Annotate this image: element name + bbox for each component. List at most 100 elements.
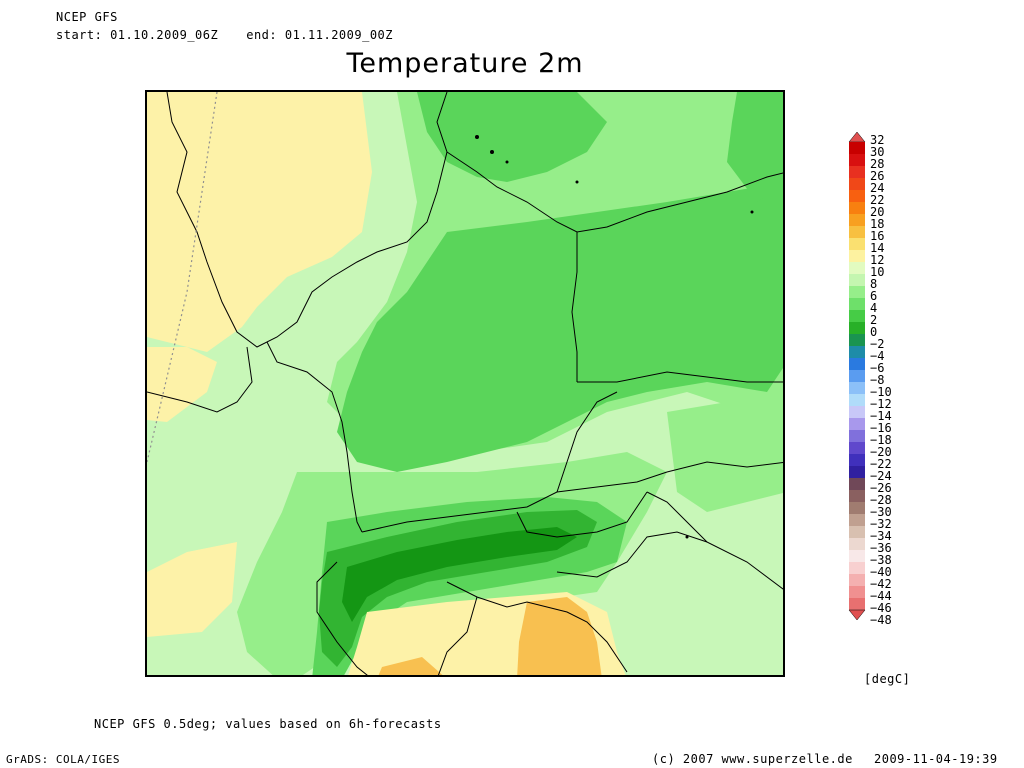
colorbar-label: 30 xyxy=(870,145,885,159)
colorbar-box xyxy=(849,562,865,574)
colorbar-box xyxy=(849,454,865,466)
colorbar-box xyxy=(849,226,865,238)
field-warm-channel xyxy=(147,347,217,422)
field-warm-north-sea xyxy=(147,92,372,352)
colorbar-label: −22 xyxy=(870,457,892,471)
colorbar-label: −10 xyxy=(870,385,892,399)
colorbar-box xyxy=(849,382,865,394)
copyright: (c) 2007 www.superzelle.de xyxy=(652,752,853,766)
end-time: end: 01.11.2009_00Z xyxy=(246,28,393,42)
map-canvas xyxy=(147,92,783,675)
colorbar-box xyxy=(849,514,865,526)
colorbar-label: −48 xyxy=(870,613,892,627)
temperature-map xyxy=(145,90,785,677)
colorbar-label: 20 xyxy=(870,205,885,219)
field-medium-green-east xyxy=(667,392,783,522)
colorbar-label: 14 xyxy=(870,241,885,255)
colorbar-box xyxy=(849,502,865,514)
colorbar-box xyxy=(849,262,865,274)
colorbar-label: 32 xyxy=(870,133,885,147)
country-borders xyxy=(147,92,783,675)
field-light-green-east xyxy=(627,493,783,652)
colorbar-box xyxy=(849,274,865,286)
colorbar-label: −44 xyxy=(870,589,892,603)
field-orange-south xyxy=(378,657,443,675)
colorbar-box xyxy=(849,418,865,430)
colorbar-box xyxy=(849,178,865,190)
field-green-sweden xyxy=(727,92,783,202)
colorbar-label: 28 xyxy=(870,157,885,171)
colorbar-label: −28 xyxy=(870,493,892,507)
colorbar-label: 26 xyxy=(870,169,885,183)
colorbar-box xyxy=(849,286,865,298)
colorbar-label: −32 xyxy=(870,517,892,531)
colorbar-box xyxy=(849,370,865,382)
colorbar-box xyxy=(849,550,865,562)
colorbar-box xyxy=(849,442,865,454)
start-time: start: 01.10.2009_06Z xyxy=(56,28,219,42)
colorbar-label: 10 xyxy=(870,265,885,279)
colorbar-box xyxy=(849,310,865,322)
colorbar-box xyxy=(849,190,865,202)
colorbar-box xyxy=(849,586,865,598)
colorbar-box xyxy=(849,298,865,310)
colorbar-box xyxy=(849,166,865,178)
colorbar-box xyxy=(849,538,865,550)
colorbar-label: −38 xyxy=(870,553,892,567)
colorbar xyxy=(848,132,866,621)
colorbar-box xyxy=(849,346,865,358)
colorbar-label: 6 xyxy=(870,289,878,303)
colorbar-label: 0 xyxy=(870,325,878,339)
colorbar-box xyxy=(849,250,865,262)
colorbar-box xyxy=(849,526,865,538)
colorbar-label: 4 xyxy=(870,301,878,315)
colorbar-label: −14 xyxy=(870,409,892,423)
colorbar-label: 18 xyxy=(870,217,885,231)
colorbar-label: −4 xyxy=(870,349,885,363)
colorbar-box xyxy=(849,478,865,490)
field-green-core xyxy=(337,182,783,472)
timestamp: 2009-11-04-19:39 xyxy=(874,752,998,766)
colorbar-box xyxy=(849,490,865,502)
field-warm-west xyxy=(147,542,237,637)
footnote: NCEP GFS 0.5deg; values based on 6h-fore… xyxy=(94,717,442,731)
model-name: NCEP GFS xyxy=(56,10,118,24)
colorbar-box xyxy=(849,154,865,166)
colorbar-label: 22 xyxy=(870,193,885,207)
colorbar-label: −16 xyxy=(870,421,892,435)
colorbar-box xyxy=(849,334,865,346)
colorbar-label: −20 xyxy=(870,445,892,459)
colorbar-box xyxy=(849,430,865,442)
colorbar-label: −46 xyxy=(870,601,892,615)
colorbar-box xyxy=(849,574,865,586)
colorbar-label: −34 xyxy=(870,529,892,543)
map-title: Temperature 2m xyxy=(346,48,584,79)
colorbar-label: −12 xyxy=(870,397,892,411)
colorbar-box xyxy=(849,394,865,406)
colorbar-label: 12 xyxy=(870,253,885,267)
colorbar-label: 2 xyxy=(870,313,878,327)
islands xyxy=(475,135,754,539)
colorbar-box xyxy=(849,214,865,226)
field-green-denmark xyxy=(417,92,607,182)
colorbar-label: −36 xyxy=(870,541,892,555)
colorbar-label: −30 xyxy=(870,505,892,519)
field-orange-italy xyxy=(517,597,602,675)
colorbar-boxes xyxy=(848,132,866,621)
colorbar-top-arrow xyxy=(848,132,866,143)
time-range: start: 01.10.2009_06Z end: 01.11.2009_00Z xyxy=(56,28,393,42)
colorbar-label: −18 xyxy=(870,433,892,447)
colorbar-label: −40 xyxy=(870,565,892,579)
colorbar-label: −42 xyxy=(870,577,892,591)
unit-label: [degC] xyxy=(864,672,911,686)
colorbar-label: 16 xyxy=(870,229,885,243)
colorbar-box xyxy=(849,406,865,418)
colorbar-labels: 32 30 28 26 24 22 20 18 16 14 12 10 8 6 4 2 0 −2 −4 −6 −8 −10… xyxy=(870,134,930,626)
colorbar-box xyxy=(849,322,865,334)
colorbar-box xyxy=(849,358,865,370)
colorbar-box xyxy=(849,238,865,250)
colorbar-label: 8 xyxy=(870,277,878,291)
software-credit: GrADS: COLA/IGES xyxy=(6,753,120,766)
colorbar-label: −2 xyxy=(870,337,885,351)
colorbar-box xyxy=(849,598,865,610)
